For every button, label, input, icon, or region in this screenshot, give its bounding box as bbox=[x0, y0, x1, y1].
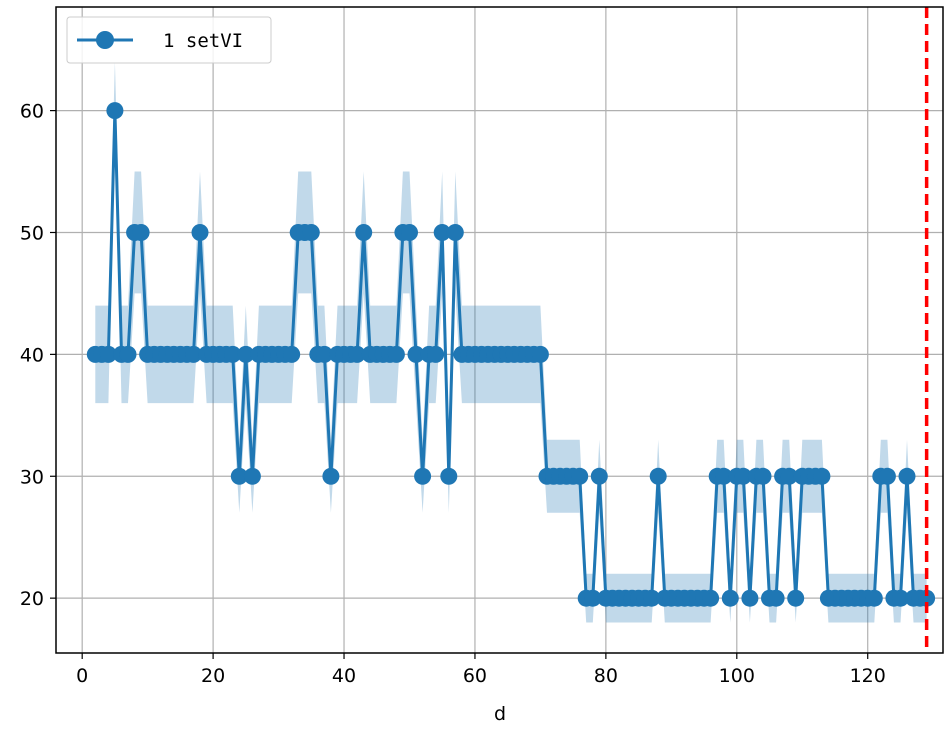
data-point bbox=[878, 467, 896, 485]
data-point bbox=[283, 345, 301, 363]
data-point bbox=[230, 467, 248, 485]
data-point bbox=[185, 345, 202, 363]
data-point bbox=[106, 102, 124, 120]
legend-label: 1 setVI bbox=[163, 30, 243, 52]
data-point bbox=[407, 345, 425, 363]
data-point bbox=[348, 345, 366, 363]
y-tick-label: 50 bbox=[20, 222, 44, 244]
data-point bbox=[721, 589, 739, 607]
x-tick-label: 40 bbox=[332, 665, 356, 687]
x-tick-label: 20 bbox=[201, 665, 225, 687]
data-point bbox=[119, 345, 137, 363]
data-point bbox=[754, 467, 772, 485]
data-point bbox=[322, 467, 340, 485]
data-point bbox=[427, 345, 445, 363]
data-point bbox=[892, 589, 909, 607]
data-point bbox=[865, 589, 883, 607]
x-tick-label: 0 bbox=[76, 665, 88, 687]
data-point bbox=[302, 224, 320, 241]
data-point bbox=[446, 224, 464, 241]
legend-marker-swatch bbox=[96, 31, 114, 49]
data-point bbox=[401, 224, 418, 241]
data-point bbox=[132, 224, 150, 241]
data-point bbox=[898, 467, 916, 485]
x-axis-title: d bbox=[494, 703, 506, 725]
data-point bbox=[649, 467, 667, 485]
data-point bbox=[702, 589, 720, 607]
data-point bbox=[813, 467, 831, 485]
data-point bbox=[531, 345, 549, 363]
legend: 1 setVI bbox=[66, 16, 272, 64]
data-point bbox=[643, 589, 661, 607]
data-point bbox=[99, 345, 117, 363]
data-point bbox=[584, 589, 602, 607]
y-tick-label: 60 bbox=[20, 101, 44, 123]
data-point bbox=[433, 224, 451, 241]
data-point bbox=[243, 467, 261, 485]
x-tick-label: 60 bbox=[463, 665, 487, 687]
data-point bbox=[440, 467, 458, 485]
data-point bbox=[734, 467, 752, 485]
data-point bbox=[918, 589, 936, 607]
data-point bbox=[741, 589, 759, 607]
y-tick-label: 20 bbox=[20, 588, 44, 610]
x-tick-label: 120 bbox=[850, 665, 886, 687]
y-tick-label: 40 bbox=[20, 344, 44, 366]
x-tick-label: 100 bbox=[719, 665, 755, 687]
plot-frame bbox=[55, 6, 944, 654]
data-point bbox=[715, 467, 733, 485]
data-point bbox=[387, 345, 405, 363]
data-point bbox=[780, 467, 798, 485]
data-point bbox=[224, 345, 242, 363]
data-point bbox=[767, 589, 785, 607]
data-point bbox=[590, 467, 608, 485]
data-point bbox=[414, 467, 432, 485]
data-point bbox=[237, 345, 255, 363]
y-tick-label: 30 bbox=[20, 466, 44, 488]
x-tick-label: 80 bbox=[594, 665, 618, 687]
data-point bbox=[191, 224, 209, 241]
data-point bbox=[787, 589, 805, 607]
confidence-band bbox=[95, 61, 927, 623]
data-point bbox=[355, 224, 373, 241]
legend-frame bbox=[66, 16, 272, 64]
data-point bbox=[571, 467, 589, 485]
data-point bbox=[315, 345, 333, 363]
